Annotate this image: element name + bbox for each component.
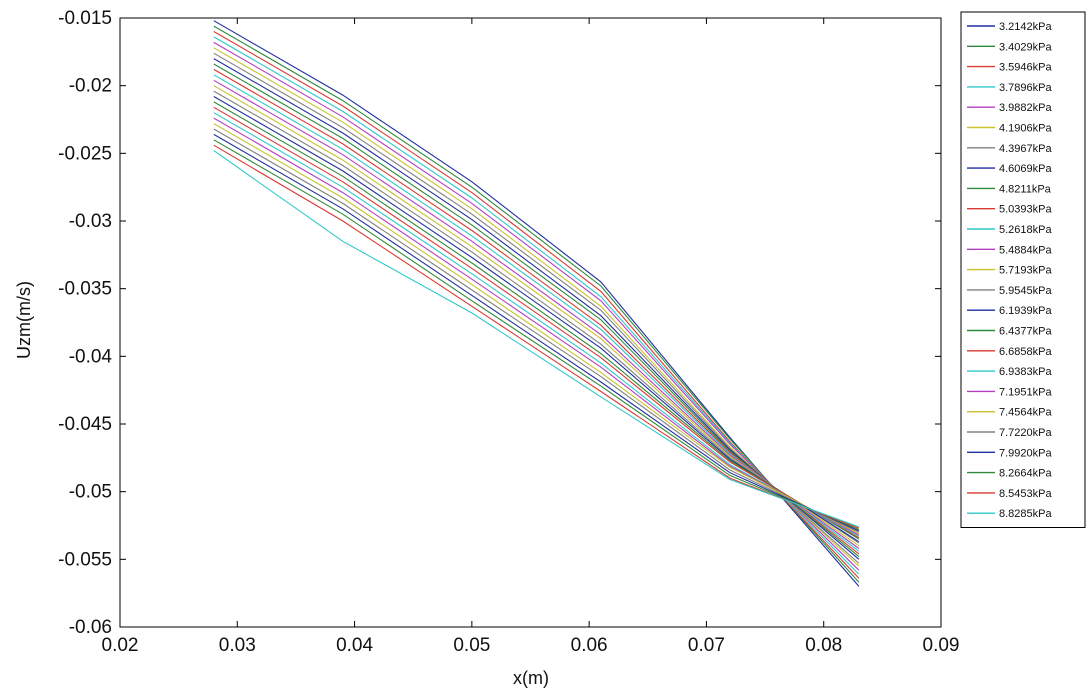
legend-label: 5.0393kPa: [999, 204, 1052, 216]
x-tick-label: 0.03: [219, 635, 256, 656]
y-tick-label: -0.045: [58, 414, 112, 435]
x-tick-label: 0.09: [923, 635, 960, 656]
series-line-25: [213, 150, 860, 528]
x-tick-label: 0.02: [102, 635, 139, 656]
legend-label: 4.6069kPa: [999, 163, 1052, 175]
legend-label: 4.3967kPa: [999, 143, 1052, 155]
legend-label: 5.4884kPa: [999, 244, 1052, 256]
legend-label: 3.9882kPa: [999, 102, 1052, 114]
series-line-24: [213, 144, 860, 529]
y-axis-label: Uzm(m/s): [14, 281, 34, 359]
series-line-8: [213, 58, 860, 560]
y-tick-label: -0.04: [69, 346, 113, 367]
legend-label: 3.2142kPa: [999, 21, 1052, 33]
series-line-21: [213, 128, 860, 533]
legend-label: 7.1951kPa: [999, 386, 1052, 398]
plot-frame: [119, 17, 942, 628]
y-tick-label: -0.03: [69, 211, 112, 232]
y-tick-label: -0.02: [69, 76, 112, 97]
series-line-18: [213, 112, 860, 537]
y-tick-label: -0.015: [58, 8, 112, 29]
series-lines: [213, 20, 860, 587]
series-line-10: [213, 68, 860, 555]
series-line-12: [213, 79, 860, 549]
legend-label: 8.8285kPa: [999, 508, 1052, 520]
series-line-22: [213, 133, 860, 532]
legend-label: 6.1939kPa: [999, 305, 1052, 317]
legend-label: 4.8211kPa: [999, 183, 1052, 195]
legend-label: 6.4377kPa: [999, 326, 1052, 338]
series-line-16: [213, 101, 860, 540]
legend-label: 5.9545kPa: [999, 285, 1052, 297]
legend-label: 7.9920kPa: [999, 447, 1052, 459]
legend-label: 8.5453kPa: [999, 488, 1052, 500]
y-tick-label: -0.055: [58, 549, 112, 570]
y-tick-label: -0.05: [69, 482, 112, 503]
series-line-23: [213, 139, 860, 531]
x-tick-label: 0.06: [571, 635, 608, 656]
legend-label: 6.6858kPa: [999, 346, 1052, 358]
series-line-2: [213, 25, 860, 583]
legend-label: 5.2618kPa: [999, 224, 1052, 236]
legend-label: 4.1906kPa: [999, 123, 1052, 135]
legend-label: 3.5946kPa: [999, 62, 1052, 74]
series-line-20: [213, 123, 860, 535]
x-tick-label: 0.07: [688, 635, 725, 656]
series-line-19: [213, 117, 860, 536]
legend-label: 8.2664kPa: [999, 468, 1052, 480]
y-tick-label: -0.035: [58, 279, 112, 300]
legend-label: 6.9383kPa: [999, 366, 1052, 378]
x-axis-label: x(m): [513, 668, 549, 688]
axes: 0.02 0.03 0.04 0.05 0.06 0.07 0.08 0.09 -0.015 -0…: [58, 8, 959, 656]
y-tick-label: -0.06: [69, 617, 112, 638]
y-tick-label: -0.025: [58, 143, 112, 164]
legend: 3.2142kPa 3.4029kPa 3.5946kPa 3.7896kPa 3.98…: [960, 11, 1086, 528]
legend-label: 7.4564kPa: [999, 407, 1052, 419]
x-tick-label: 0.08: [805, 635, 842, 656]
legend-label: 5.7193kPa: [999, 265, 1052, 277]
x-tick-label: 0.05: [453, 635, 490, 656]
series-line-5: [213, 41, 860, 571]
legend-label: 3.4029kPa: [999, 41, 1052, 53]
series-line-17: [213, 106, 860, 539]
legend-label: 3.7896kPa: [999, 82, 1052, 94]
series-line-14: [213, 90, 860, 544]
x-tick-label: 0.04: [336, 635, 373, 656]
legend-label: 7.7220kPa: [999, 427, 1052, 439]
